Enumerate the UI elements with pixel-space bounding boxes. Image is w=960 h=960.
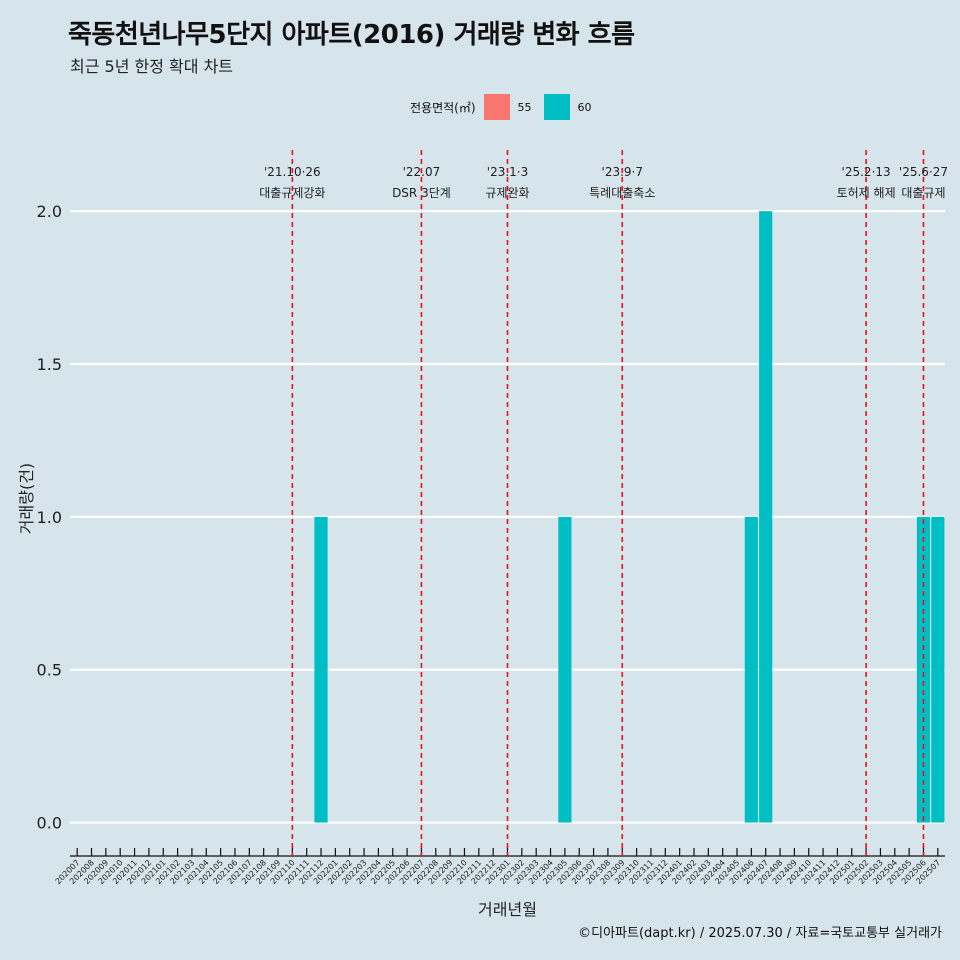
legend-title: 전용면적(㎡)	[410, 100, 476, 115]
event-label-202207: DSR 3단계	[392, 186, 451, 200]
y-tick-label: 1.0	[37, 508, 62, 527]
bar-60-202305	[558, 516, 572, 823]
legend-swatch-60	[543, 94, 570, 120]
y-tick-label: 1.5	[37, 355, 62, 374]
bar-60-202406	[744, 516, 758, 823]
chart-title: 죽동천년나무5단지 아파트(2016) 거래량 변화 흐름	[68, 20, 635, 50]
event-date-202502: '25.2·13	[842, 165, 891, 179]
legend-label-55: 55	[517, 100, 532, 114]
legend: 전용면적(㎡) 55 60	[410, 92, 604, 122]
event-label-202506: 대출규제	[901, 186, 945, 200]
event-date-202301: '23.1·3	[487, 165, 528, 179]
chart-subtitle: 최근 5년 한정 확대 차트	[70, 57, 234, 76]
bar-60-202112	[314, 516, 328, 823]
bar-60-202507	[931, 516, 945, 823]
legend-label-60: 60	[577, 100, 592, 114]
event-label-202301: 규제완화	[485, 186, 529, 200]
y-axis-title: 거래량(건)	[17, 463, 36, 534]
bar-60-202407	[759, 211, 773, 823]
y-tick-label: 0.5	[37, 661, 62, 680]
event-date-202207: '22.07	[403, 165, 441, 179]
event-label-202309: 특례대출축소	[589, 186, 655, 200]
event-date-202506: '25.6·27	[899, 165, 948, 179]
event-date-202110: '21.10·26	[264, 165, 321, 179]
bar-60-202506	[916, 516, 931, 823]
legend-swatch-55	[483, 94, 510, 120]
event-label-202110: 대출규제강화	[259, 186, 325, 200]
y-tick-label: 2.0	[37, 202, 62, 221]
event-label-202502: 토허제 해제	[837, 186, 896, 200]
caption: ©디아파트(dapt.kr) / 2025.07.30 / 자료=국토교통부 실…	[578, 926, 942, 941]
y-tick-label: 0.0	[37, 814, 62, 833]
x-axis-title: 거래년월	[478, 900, 537, 919]
event-date-202309: '23.9·7	[602, 165, 643, 179]
